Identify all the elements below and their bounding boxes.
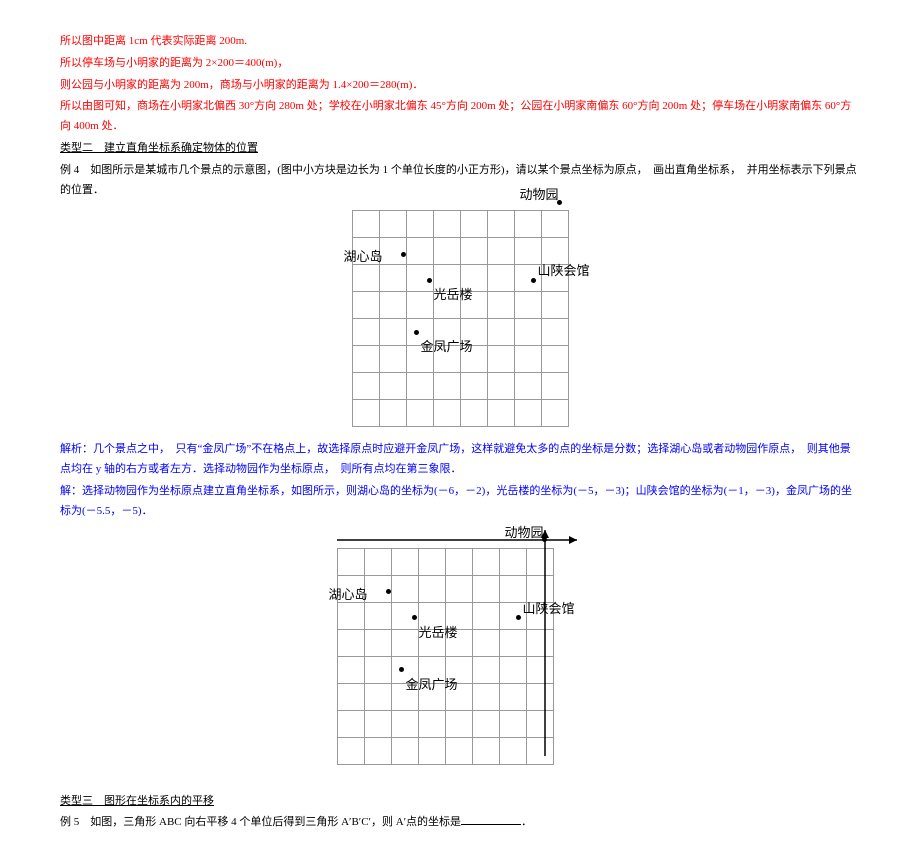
example-4: 例 4 如图所示是某城市几个景点的示意图，(图中小方块是边长为 1 个单位长度的… <box>60 161 860 201</box>
figure-2: 动物园 湖心岛 光岳楼 山陕会馆 金凤广场 <box>60 524 860 776</box>
grid-1 <box>352 210 569 427</box>
label2-zoo: 动物园 <box>505 522 544 541</box>
blank-answer <box>461 813 521 825</box>
label-plaza: 金凤广场 <box>421 336 473 355</box>
example-5-period: ． <box>521 816 532 828</box>
label-lake: 湖心岛 <box>344 246 383 265</box>
label2-plaza: 金凤广场 <box>406 674 458 693</box>
label-zoo: 动物园 <box>520 184 559 203</box>
dot-hall <box>531 278 536 283</box>
para-1: 所以图中距离 1cm 代表实际距离 200m. <box>60 32 860 52</box>
analysis-text: 解析：几个景点之中， 只有“金凤广场”不在格点上，故选择原点时应避开金凤广场，这… <box>60 440 860 480</box>
figure-1: 动物园 湖心岛 光岳楼 山陕会馆 金凤广场 <box>60 202 860 438</box>
para-2: 所以停车场与小明家的距离为 2×200＝400(m)， <box>60 54 860 74</box>
dot-lake <box>401 252 406 257</box>
dot-tower <box>427 278 432 283</box>
label2-tower: 光岳楼 <box>419 622 458 641</box>
label-hall: 山陕会馆 <box>538 260 590 279</box>
category-2-title: 类型二 建立直角坐标系确定物体的位置 <box>60 139 860 159</box>
para-3: 则公园与小明家的距离为 200m，商场与小明家的距离为 1.4×200＝280(… <box>60 76 860 96</box>
label-tower: 光岳楼 <box>434 284 473 303</box>
category-3-title: 类型三 图形在坐标系内的平移 <box>60 792 860 812</box>
example-5-text: 例 5 如图，三角形 ABC 向右平移 4 个单位后得到三角形 A′B′C′，则… <box>60 816 461 828</box>
grid-2 <box>337 548 554 765</box>
label2-lake: 湖心岛 <box>329 584 368 603</box>
label2-hall: 山陕会馆 <box>523 598 575 617</box>
dot-plaza <box>414 330 419 335</box>
para-4: 所以由图可知，商场在小明家北偏西 30°方向 280m 处；学校在小明家北偏东 … <box>60 97 860 137</box>
example-5: 例 5 如图，三角形 ABC 向右平移 4 个单位后得到三角形 A′B′C′，则… <box>60 813 860 833</box>
solution-text: 解：选择动物园作为坐标原点建立直角坐标系，如图所示，则湖心岛的坐标为(－6，－2… <box>60 482 860 522</box>
